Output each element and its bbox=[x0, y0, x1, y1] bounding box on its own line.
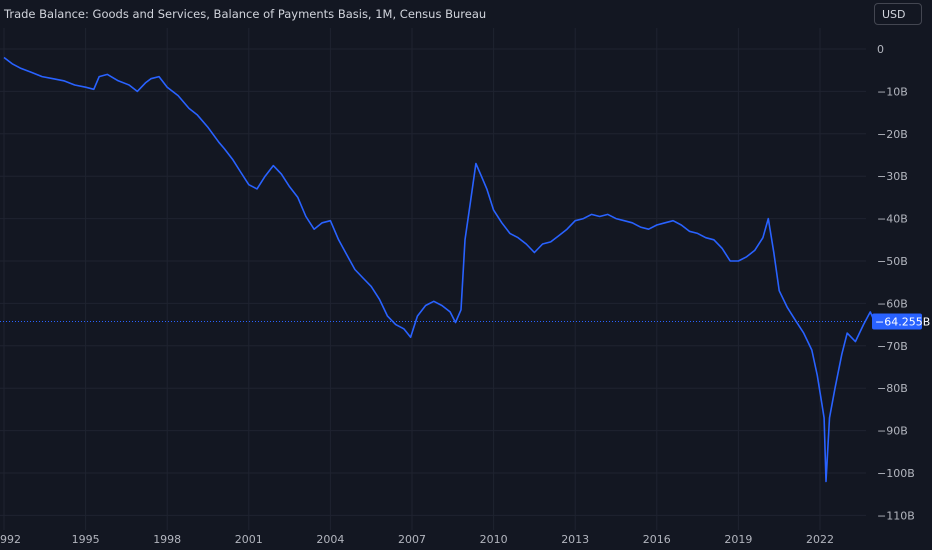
y-tick-label: −40B bbox=[877, 213, 908, 226]
y-tick-label: −100B bbox=[877, 467, 915, 480]
x-tick-label: 2013 bbox=[561, 533, 589, 546]
x-tick-label: 992 bbox=[0, 533, 21, 546]
chart-title: Trade Balance: Goods and Services, Balan… bbox=[4, 7, 487, 21]
last-value-label-bg bbox=[872, 313, 922, 330]
y-axis: 0 −10B −20B −30B −40B −50B −60B −70B −80B −90B −10… bbox=[877, 43, 915, 522]
series-line bbox=[3, 56, 876, 483]
y-tick-label: −60B bbox=[877, 297, 908, 310]
y-tick-label: −80B bbox=[877, 382, 908, 395]
last-value-label-text: −64.255B bbox=[875, 315, 930, 328]
currency-button[interactable]: USD bbox=[874, 3, 922, 25]
y-tick-label: −30B bbox=[877, 170, 908, 183]
x-tick-label: 2019 bbox=[724, 533, 752, 546]
y-tick-label: −90B bbox=[877, 425, 908, 438]
y-tick-label: −20B bbox=[877, 128, 908, 141]
x-tick-label: 2004 bbox=[316, 533, 344, 546]
y-tick-label: −10B bbox=[877, 85, 908, 98]
x-tick-label: 2016 bbox=[643, 533, 671, 546]
y-tick-label: −50B bbox=[877, 255, 908, 268]
x-tick-label: 2001 bbox=[235, 533, 263, 546]
y-tick-label: 0 bbox=[877, 43, 884, 56]
x-tick-label: 1998 bbox=[153, 533, 181, 546]
x-tick-label: 2007 bbox=[398, 533, 426, 546]
x-tick-label: 2022 bbox=[806, 533, 834, 546]
last-value-label: −64.255B bbox=[872, 313, 930, 330]
y-tick-label: −110B bbox=[877, 509, 915, 522]
x-tick-label: 1995 bbox=[72, 533, 100, 546]
x-axis: 992 1995 1998 2001 2004 2007 2010 2013 2016 2019 2… bbox=[0, 533, 834, 546]
chart-grid bbox=[0, 28, 866, 530]
y-tick-label: −70B bbox=[877, 340, 908, 353]
x-tick-label: 2010 bbox=[480, 533, 508, 546]
